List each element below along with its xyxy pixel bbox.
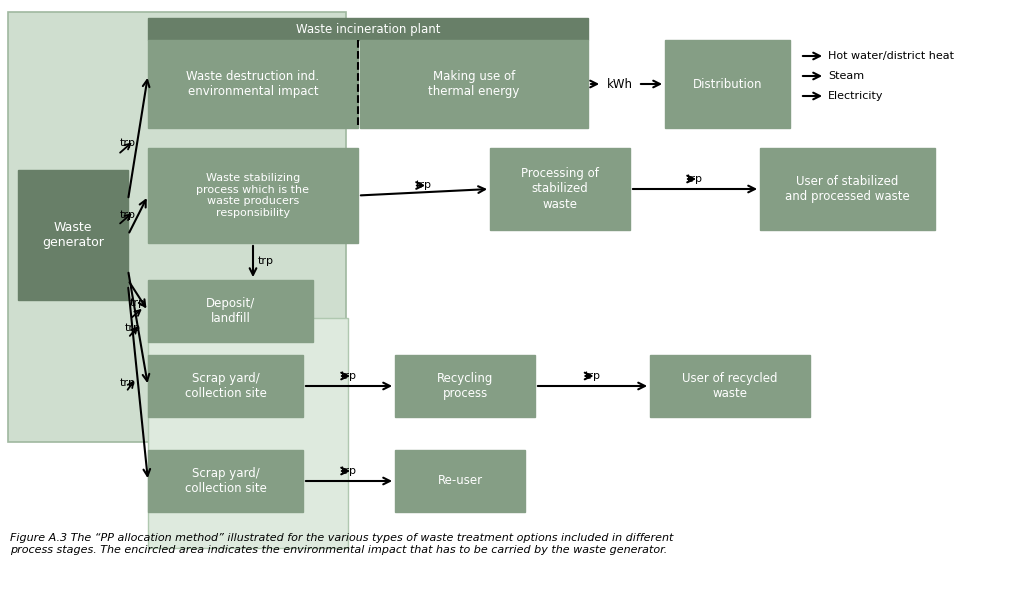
Text: trp: trp xyxy=(120,137,136,148)
Text: kWh: kWh xyxy=(607,77,633,90)
Bar xyxy=(490,148,630,230)
Bar xyxy=(360,40,588,128)
Text: Hot water/district heat: Hot water/district heat xyxy=(828,51,954,61)
Bar xyxy=(395,450,525,512)
Text: Waste incineration plant: Waste incineration plant xyxy=(296,22,440,35)
Text: Steam: Steam xyxy=(828,71,864,81)
Text: Figure A.3 The “PP allocation method” illustrated for the various types of waste: Figure A.3 The “PP allocation method” il… xyxy=(10,533,674,555)
Text: Re-user: Re-user xyxy=(437,474,482,487)
Text: Recycling
process: Recycling process xyxy=(437,372,494,400)
Text: trp: trp xyxy=(687,174,703,184)
Text: trp: trp xyxy=(120,210,136,220)
Text: trp: trp xyxy=(125,323,141,333)
Text: Scrap yard/
collection site: Scrap yard/ collection site xyxy=(184,467,266,495)
Bar xyxy=(760,148,935,230)
Bar xyxy=(148,280,313,342)
Text: User of stabilized
and processed waste: User of stabilized and processed waste xyxy=(785,175,910,203)
Text: trp: trp xyxy=(130,298,146,308)
Text: Distribution: Distribution xyxy=(693,77,762,90)
Bar xyxy=(395,355,535,417)
Text: trp: trp xyxy=(120,378,136,388)
Text: Waste
generator: Waste generator xyxy=(42,221,104,249)
Text: trp: trp xyxy=(416,181,432,191)
Bar xyxy=(148,40,358,128)
Bar xyxy=(665,40,790,128)
Bar xyxy=(148,18,588,40)
Bar xyxy=(8,12,346,442)
Text: trp: trp xyxy=(258,257,274,267)
Text: Waste destruction ind.
environmental impact: Waste destruction ind. environmental imp… xyxy=(186,70,319,98)
Bar xyxy=(148,355,303,417)
Bar xyxy=(148,318,348,548)
Text: Waste stabilizing
process which is the
waste producers
responsibility: Waste stabilizing process which is the w… xyxy=(197,173,309,218)
Bar xyxy=(650,355,810,417)
Text: Making use of
thermal energy: Making use of thermal energy xyxy=(428,70,520,98)
Bar xyxy=(148,148,358,243)
Text: Processing of
stabilized
waste: Processing of stabilized waste xyxy=(521,168,599,211)
Bar xyxy=(18,170,128,300)
Text: Electricity: Electricity xyxy=(828,91,884,101)
Text: Scrap yard/
collection site: Scrap yard/ collection site xyxy=(184,372,266,400)
Text: trp: trp xyxy=(585,371,600,381)
Text: trp: trp xyxy=(341,371,357,381)
Text: User of recycled
waste: User of recycled waste xyxy=(682,372,778,400)
Text: trp: trp xyxy=(341,466,357,476)
Text: Deposit/
landfill: Deposit/ landfill xyxy=(206,297,255,325)
Bar xyxy=(148,450,303,512)
